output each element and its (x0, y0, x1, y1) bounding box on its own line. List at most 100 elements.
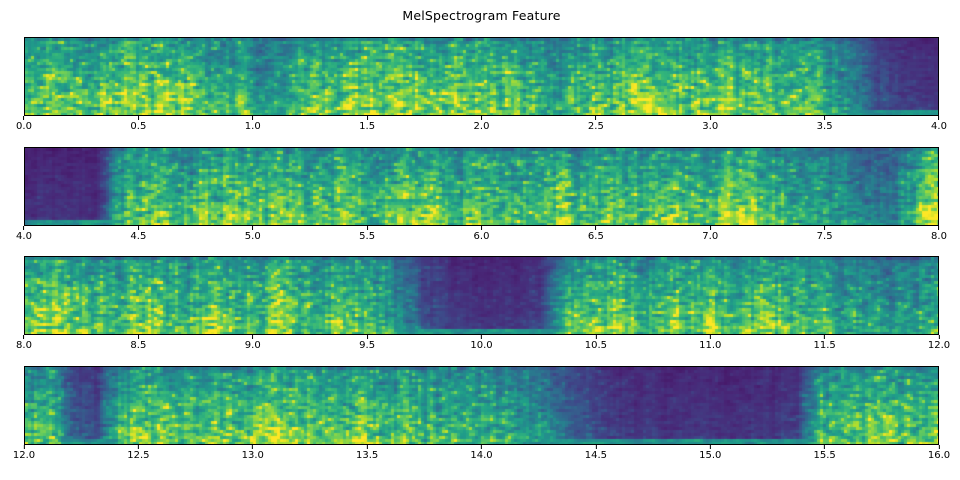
x-tick: 14.5 (585, 445, 607, 461)
melspectrogram-panel-4: 12.0 12.5 13.0 13.5 14.0 14.5 15.0 15.5 16.0 (13, 366, 950, 466)
tick-label: 13.5 (355, 449, 379, 461)
tick-mark (137, 116, 139, 120)
tick-mark (938, 335, 940, 339)
tick-mark (824, 335, 826, 339)
x-tick: 10.0 (470, 335, 493, 351)
tick-label: 7.0 (702, 230, 719, 242)
tick-label: 14.0 (470, 449, 493, 461)
x-tick: 16.0 (928, 445, 950, 461)
melspectrogram-panel-3: 8.0 8.5 9.0 9.5 10.0 10.5 11.0 11.5 12.0 (16, 256, 950, 356)
tick-mark (709, 226, 711, 230)
x-tick: 5.5 (359, 226, 375, 242)
tick-mark (366, 335, 368, 339)
x-axis-ticks: 0.0 0.5 1.0 1.5 2.0 2.5 3.0 3.5 4.0 (16, 116, 947, 134)
tick-label: 3.0 (702, 120, 719, 132)
x-tick: 2.5 (588, 116, 604, 132)
tick-label: 2.5 (587, 120, 604, 132)
x-tick: 12.0 (928, 335, 950, 351)
tick-mark (709, 116, 711, 120)
x-tick: 9.5 (359, 335, 375, 351)
tick-mark (23, 226, 25, 230)
tick-label: 10.5 (584, 339, 608, 351)
tick-mark (252, 445, 254, 449)
spectrogram-canvas (24, 256, 939, 335)
x-axis-ticks: 4.0 4.5 5.0 5.5 6.0 6.5 7.0 7.5 8.0 (16, 226, 947, 244)
tick-mark (137, 226, 139, 230)
tick-mark (938, 226, 940, 230)
x-tick: 1.0 (245, 116, 261, 132)
tick-mark (938, 445, 940, 449)
tick-mark (595, 445, 597, 449)
x-tick: 11.5 (813, 335, 836, 351)
tick-label: 0.0 (16, 120, 32, 132)
plot-title: MelSpectrogram Feature (402, 8, 561, 23)
tick-mark (824, 445, 826, 449)
x-tick: 0.5 (130, 116, 146, 132)
tick-label: 9.5 (359, 339, 376, 351)
tick-label: 13.0 (241, 449, 264, 461)
x-axis-ticks: 8.0 8.5 9.0 9.5 10.0 10.5 11.0 11.5 12.0 (16, 335, 950, 353)
x-tick: 7.0 (702, 226, 718, 242)
tick-mark (595, 226, 597, 230)
x-tick: 8.0 (16, 335, 32, 351)
x-tick: 10.5 (585, 335, 607, 351)
tick-mark (938, 116, 940, 120)
tick-mark (709, 335, 711, 339)
tick-label: 0.5 (130, 120, 147, 132)
x-tick: 1.5 (359, 116, 375, 132)
tick-label: 14.5 (584, 449, 608, 461)
x-tick: 3.5 (817, 116, 833, 132)
tick-label: 15.5 (813, 449, 836, 461)
tick-mark (366, 116, 368, 120)
melspectrogram-panel-2: 4.0 4.5 5.0 5.5 6.0 6.5 7.0 7.5 8.0 (16, 147, 947, 247)
x-tick: 6.0 (473, 226, 490, 242)
tick-label: 6.5 (587, 230, 604, 242)
tick-mark (481, 226, 482, 230)
tick-label: 5.5 (359, 230, 376, 242)
tick-label: 12.0 (12, 449, 36, 461)
x-tick: 4.5 (130, 226, 146, 242)
x-tick: 13.0 (242, 445, 264, 461)
tick-label: 11.0 (699, 339, 722, 351)
x-tick: 8.5 (130, 335, 146, 351)
x-tick: 4.0 (16, 226, 32, 242)
tick-label: 10.0 (470, 339, 493, 351)
tick-mark (137, 335, 139, 339)
tick-mark (366, 226, 368, 230)
tick-label: 7.5 (816, 230, 833, 242)
tick-label: 6.0 (473, 230, 490, 242)
tick-mark (23, 335, 25, 339)
tick-mark (595, 335, 597, 339)
tick-mark (480, 445, 482, 449)
tick-mark (23, 116, 25, 120)
tick-label: 16.0 (927, 449, 951, 461)
x-tick: 2.0 (473, 116, 490, 132)
tick-mark (137, 445, 139, 449)
x-tick: 11.0 (699, 335, 721, 351)
x-tick: 0.0 (16, 116, 32, 132)
tick-label: 8.5 (130, 339, 147, 351)
tick-label: 9.0 (244, 339, 261, 351)
tick-mark (481, 116, 482, 120)
tick-mark (252, 335, 254, 339)
tick-label: 4.0 (931, 120, 947, 132)
x-tick: 3.0 (702, 116, 718, 132)
tick-mark (824, 226, 826, 230)
tick-label: 11.5 (813, 339, 836, 351)
x-tick: 14.0 (470, 445, 493, 461)
tick-label: 4.5 (130, 230, 147, 242)
tick-label: 3.5 (816, 120, 833, 132)
tick-label: 8.0 (931, 230, 947, 242)
tick-label: 2.0 (473, 120, 490, 132)
x-tick: 9.0 (245, 335, 261, 351)
spectrogram-canvas (24, 366, 939, 445)
tick-mark (480, 335, 482, 339)
tick-mark (709, 445, 711, 449)
tick-label: 12.0 (927, 339, 951, 351)
x-tick: 15.0 (699, 445, 721, 461)
tick-label: 8.0 (16, 339, 32, 351)
spectrogram-canvas (24, 147, 939, 226)
tick-mark (252, 226, 254, 230)
tick-mark (595, 116, 597, 120)
tick-mark (824, 116, 826, 120)
